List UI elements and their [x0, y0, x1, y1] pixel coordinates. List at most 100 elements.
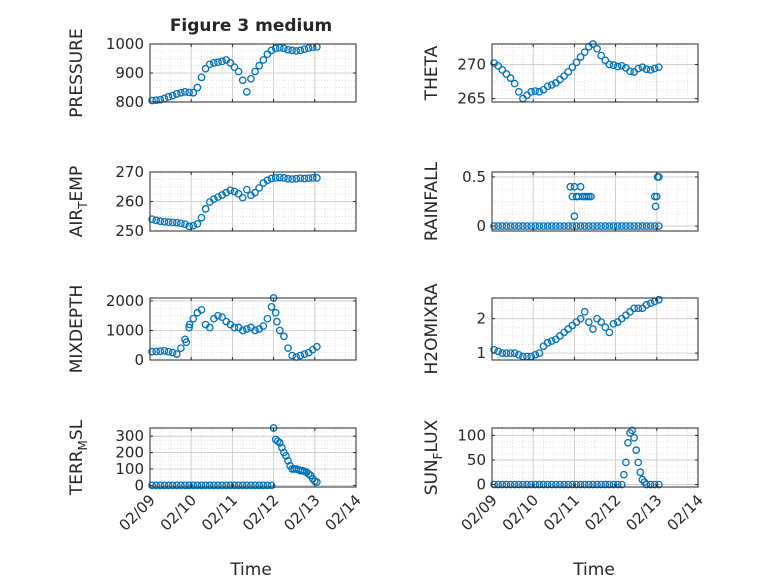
- y-tick-label: 100: [115, 460, 144, 478]
- data-point: [288, 175, 296, 183]
- x-tick-label: 02/11: [198, 491, 241, 534]
- data-point: [655, 480, 663, 489]
- data-point: [498, 349, 507, 357]
- data-point: [296, 174, 305, 183]
- data-markers: [148, 173, 321, 231]
- data-point: [255, 184, 264, 192]
- data-point: [282, 452, 290, 460]
- y-axis-label: RAINFALL: [422, 161, 442, 241]
- y-tick-label: 0.5: [462, 168, 486, 186]
- x-tick-label: 02/10: [157, 491, 200, 534]
- data-point: [185, 222, 193, 231]
- data-markers: [148, 294, 321, 361]
- axes-box: [491, 297, 699, 361]
- data-point: [502, 349, 511, 357]
- data-point: [222, 481, 231, 490]
- data-point: [605, 328, 614, 337]
- data-point: [572, 58, 581, 67]
- y-tick-label: 300: [115, 427, 144, 445]
- data-point: [655, 295, 663, 304]
- data-point: [638, 63, 647, 72]
- data-point: [523, 480, 531, 489]
- x-tick-label: 02/10: [499, 491, 542, 534]
- data-point: [172, 481, 181, 490]
- data-point: [148, 96, 156, 105]
- data-point: [650, 222, 659, 230]
- x-tick-label: 02/13: [280, 491, 323, 534]
- data-point: [218, 191, 226, 199]
- data-point: [247, 481, 255, 490]
- data-point: [556, 480, 564, 489]
- data-point: [651, 202, 660, 211]
- data-point: [506, 480, 515, 489]
- data-point: [255, 61, 264, 70]
- data-point: [543, 82, 552, 91]
- data-point: [164, 481, 173, 490]
- data-point: [193, 481, 202, 490]
- data-point: [589, 222, 597, 230]
- data-point: [510, 349, 519, 357]
- y-axis-label: PRESSURE: [67, 28, 87, 117]
- data-point: [300, 45, 309, 54]
- y-tick-label: 100: [457, 426, 486, 444]
- y-tick-label: 2: [476, 310, 486, 328]
- data-point: [630, 433, 638, 442]
- data-point: [535, 349, 544, 357]
- data-point: [494, 347, 503, 356]
- data-point: [182, 338, 191, 347]
- data-point: [201, 205, 210, 213]
- axes-box: [149, 427, 357, 488]
- data-point: [605, 60, 614, 69]
- data-point: [247, 74, 255, 83]
- y-tick-label: 250: [115, 222, 144, 240]
- data-point: [263, 314, 272, 323]
- data-point: [531, 350, 540, 359]
- data-point: [642, 222, 651, 230]
- data-point: [502, 480, 511, 489]
- data-point: [214, 311, 222, 320]
- data-point: [601, 323, 610, 332]
- data-point: [251, 188, 259, 197]
- data-point: [242, 88, 251, 96]
- data-point: [160, 481, 169, 490]
- data-point: [168, 91, 177, 100]
- data-point: [564, 480, 573, 489]
- data-point: [214, 58, 222, 67]
- data-point: [271, 44, 280, 53]
- data-point: [263, 50, 272, 59]
- data-point: [597, 318, 606, 326]
- data-point: [589, 325, 597, 333]
- y-axis-label: H2OMIXRA: [422, 283, 442, 374]
- x-axis-label-left: Time: [229, 560, 272, 580]
- subplot-theta: 265 270 THETA: [422, 40, 699, 108]
- data-point: [619, 470, 628, 479]
- data-point: [514, 87, 523, 96]
- data-point: [267, 174, 276, 183]
- data-point: [156, 95, 165, 104]
- data-point: [564, 68, 573, 76]
- data-point: [510, 480, 519, 489]
- data-point: [234, 189, 243, 198]
- x-tick-label: 02/12: [581, 491, 624, 534]
- data-point: [259, 56, 268, 64]
- data-point: [177, 88, 185, 97]
- data-point: [168, 218, 177, 227]
- data-markers: [148, 43, 321, 105]
- axes-box: [491, 171, 699, 232]
- y-tick-label: 0: [134, 476, 144, 494]
- data-point: [259, 322, 268, 330]
- y-tick-label: 0: [476, 476, 486, 494]
- data-point: [506, 222, 515, 230]
- data-point: [605, 222, 614, 230]
- data-point: [193, 220, 202, 228]
- data-point: [304, 44, 313, 52]
- data-point: [313, 342, 321, 351]
- data-point: [267, 303, 276, 311]
- data-point: [152, 96, 161, 105]
- y-tick-label: 50: [467, 451, 486, 469]
- data-point: [531, 480, 540, 489]
- data-point: [634, 458, 643, 467]
- data-point: [197, 481, 206, 490]
- y-axis-label: AIRTEMP: [67, 166, 90, 237]
- data-point: [576, 222, 585, 230]
